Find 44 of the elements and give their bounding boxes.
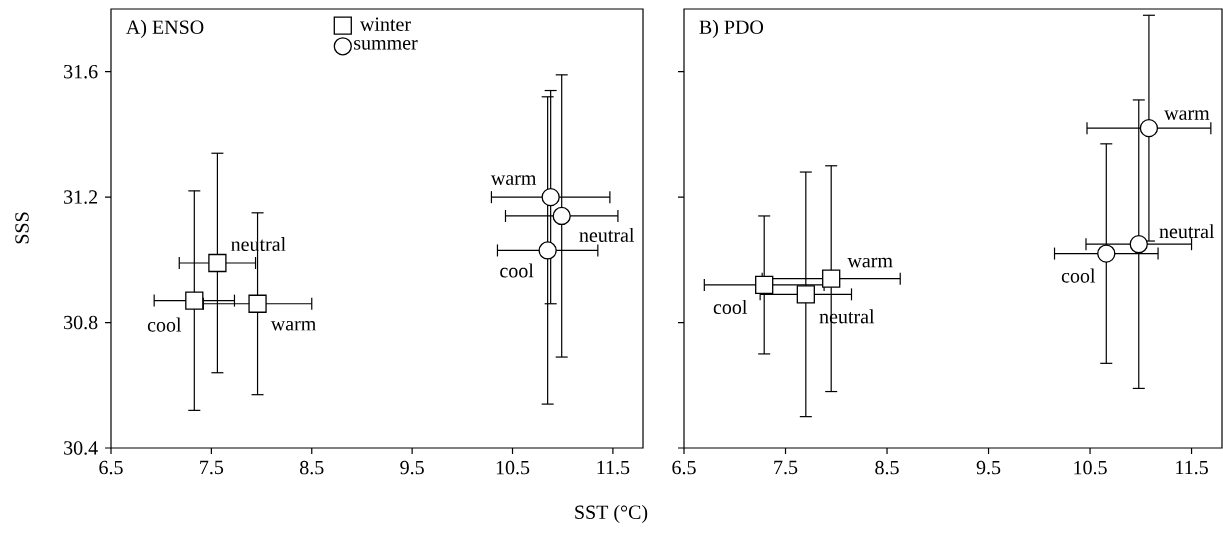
- annotation: neutral: [579, 227, 635, 242]
- x-tick-label: 9.5: [400, 460, 424, 475]
- legend-label: winter: [359, 17, 411, 32]
- point: [755, 275, 774, 295]
- y-tick-label: 30.8: [64, 315, 98, 330]
- y-axis-title: SSS: [15, 212, 29, 244]
- point: [552, 206, 571, 226]
- x-tick-label: 9.5: [976, 460, 1001, 475]
- chart-title: A) ENSO: [126, 19, 204, 38]
- y-tick-label: 31.6: [64, 64, 98, 79]
- point: [538, 241, 557, 260]
- point: [796, 285, 815, 304]
- annotation: warm: [270, 320, 317, 331]
- point: [185, 291, 204, 310]
- x-tick-label: 7.5: [200, 460, 224, 475]
- x-tick-label: 8.5: [875, 460, 899, 475]
- point: [822, 269, 841, 288]
- point: [1129, 235, 1148, 254]
- annotation: cool: [500, 263, 534, 278]
- chart-title: B) PDO: [699, 19, 764, 38]
- x-tick-label: 6.5: [672, 460, 696, 475]
- x-tick-label: 7.5: [774, 460, 798, 475]
- x-tick-label: 6.5: [99, 460, 123, 475]
- annotation: warm: [847, 257, 893, 268]
- x-tick-label: 11.5: [597, 460, 630, 475]
- point: [1139, 119, 1159, 138]
- x-tick-label: 10.5: [496, 460, 530, 475]
- annotation: cool: [713, 299, 748, 314]
- point: [541, 187, 560, 207]
- x-axis-title: SST (°C): [575, 504, 648, 524]
- annotation: warm: [490, 175, 537, 185]
- point: [208, 253, 227, 273]
- y-tick-label: 30.4: [64, 441, 98, 455]
- point: [248, 294, 267, 313]
- annotation: cool: [1061, 268, 1096, 283]
- annotation: cool: [147, 317, 182, 332]
- annotation: warm: [1164, 110, 1210, 120]
- y-tick-label: 31.2: [64, 190, 98, 204]
- x-tick-label: 8.5: [300, 460, 324, 475]
- legend-label: summer: [354, 40, 418, 50]
- annotation: neutral: [1159, 224, 1215, 239]
- x-tick-label: 11.5: [1176, 460, 1208, 475]
- x-tick-label: 10.5: [1074, 460, 1107, 475]
- point: [1097, 244, 1116, 263]
